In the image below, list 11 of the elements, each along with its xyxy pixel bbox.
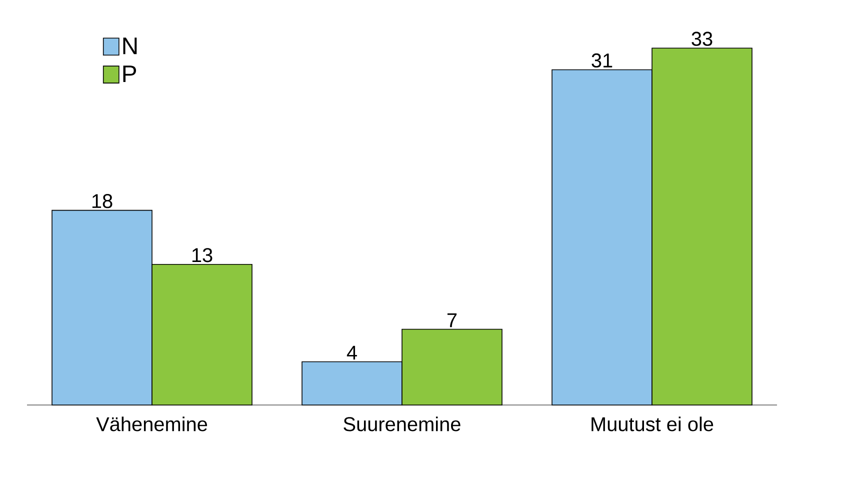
x-tick-label: Muutust ei ole — [592, 416, 714, 432]
data-label: 33 — [692, 32, 712, 46]
x-tick-label: Vähenemine — [96, 416, 208, 432]
data-label: 18 — [92, 194, 112, 208]
legend-label: N — [123, 38, 137, 54]
legend-label: P — [123, 66, 136, 82]
data-label: 4 — [346, 346, 357, 360]
data-label: 13 — [192, 248, 212, 262]
x-tick-label: Suurenemine — [344, 416, 460, 432]
data-label: 7 — [447, 313, 457, 328]
data-label: 31 — [592, 53, 612, 68]
